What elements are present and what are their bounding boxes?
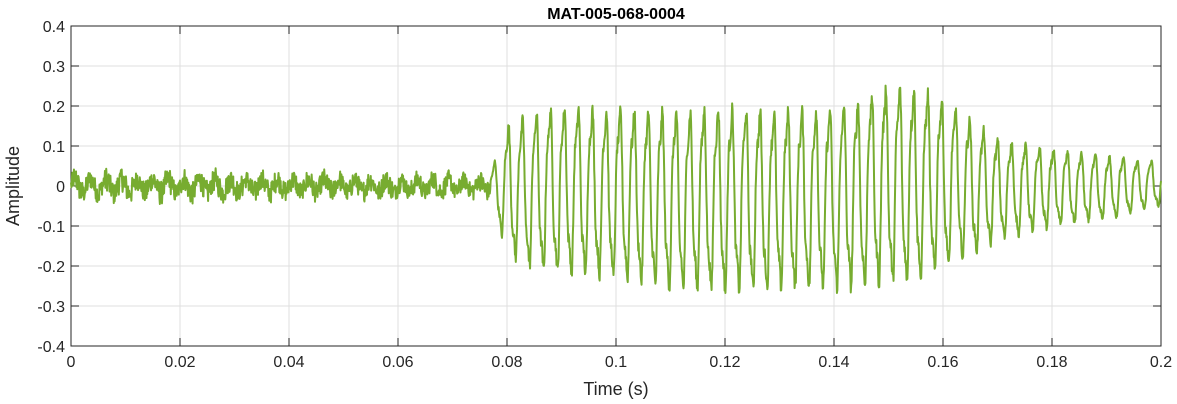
- x-tick-label: 0: [67, 354, 76, 371]
- y-tick-label: -0.3: [37, 299, 65, 316]
- y-tick-label: 0.1: [43, 139, 65, 156]
- y-tick-label: 0.4: [43, 19, 65, 36]
- chart-title: MAT-005-068-0004: [547, 6, 685, 23]
- x-tick-label: 0.02: [164, 354, 195, 371]
- x-tick-label: 0.04: [273, 354, 304, 371]
- x-tick-label: 0.14: [818, 354, 849, 371]
- x-tick-label: 0.08: [491, 354, 522, 371]
- y-tick-label: -0.1: [37, 219, 65, 236]
- x-tick-label: 0.06: [382, 354, 413, 371]
- x-tick-label: 0.2: [1150, 354, 1172, 371]
- x-tick-label: 0.12: [709, 354, 740, 371]
- y-tick-label: 0.2: [43, 99, 65, 116]
- y-tick-label: 0.3: [43, 59, 65, 76]
- y-axis-label: Amplitude: [3, 146, 23, 226]
- x-tick-label: 0.18: [1036, 354, 1067, 371]
- series-line: [70, 84, 1162, 295]
- x-axis-label: Time (s): [583, 379, 648, 399]
- y-tick-label: -0.2: [37, 259, 65, 276]
- y-axis: -0.4 -0.3 -0.2 -0.1 0 0.1 0.2 0.3 0.4: [37, 19, 1161, 356]
- x-tick-label: 0.16: [927, 354, 958, 371]
- y-tick-label: 0: [56, 179, 65, 196]
- y-tick-label: -0.4: [37, 339, 65, 356]
- x-axis: 0 0.02 0.04 0.06 0.08 0.1 0.12 0.14 0.16 0.18 0.2: [67, 26, 1172, 371]
- x-tick-label: 0.1: [605, 354, 627, 371]
